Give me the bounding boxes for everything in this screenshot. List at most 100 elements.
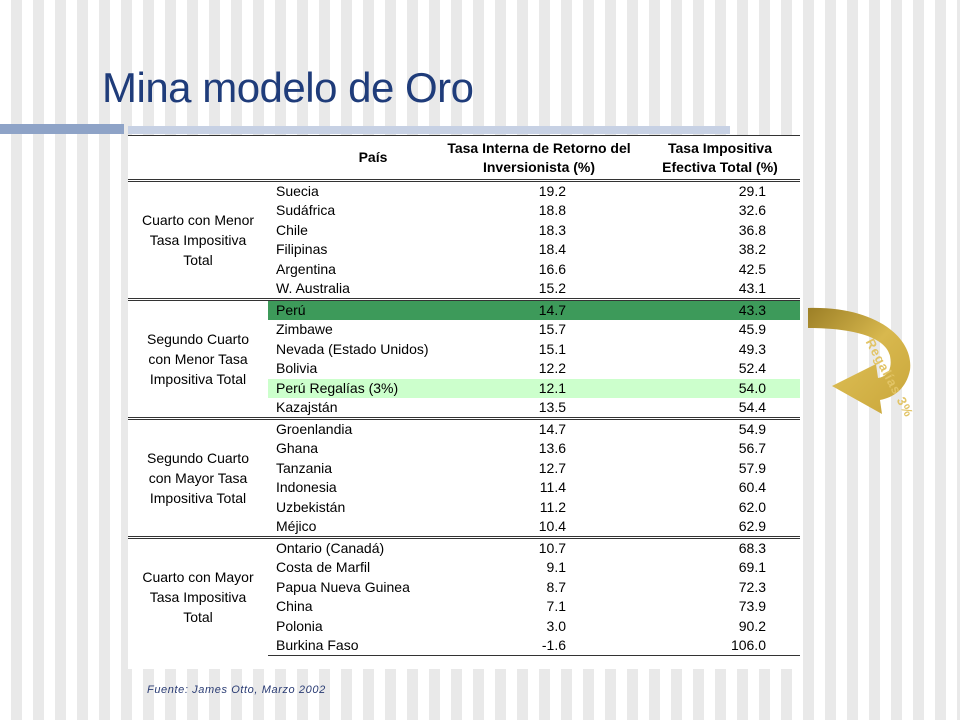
group-label-line: Impositiva Total — [149, 490, 247, 506]
tax-cell: 68.3 — [640, 536, 800, 558]
title-underline-left — [0, 124, 124, 134]
country-cell: Kazajstán — [276, 399, 338, 415]
tax-header-line2: Efectiva Total (%) — [662, 158, 778, 175]
group-label: Segundo Cuarto con Menor Tasa Impositiva… — [128, 298, 268, 419]
country-cell: Méjico — [276, 518, 317, 534]
irr-header-line2: Inversionista (%) — [482, 158, 596, 175]
table-row: W. Australia 15.2 43.1 — [128, 279, 800, 300]
country-cell: Papua Nueva Guinea — [276, 578, 410, 595]
group-label-line: Total — [183, 609, 213, 626]
group-label-line: Segundo Cuarto — [147, 331, 249, 347]
group-label: Segundo Cuarto con Mayor Tasa Impositiva… — [128, 417, 268, 538]
table-row: Kazajstán 13.5 54.4 — [128, 398, 800, 419]
country-cell: Costa de Marfil — [276, 559, 371, 576]
irr-cell: 16.6 — [538, 260, 566, 277]
tax-cell: 60.4 — [738, 479, 766, 496]
group-label-line: Tasa Impositiva — [149, 589, 247, 606]
table-row: Ghana 13.6 56.7 — [128, 439, 800, 459]
tax-cell: 90.2 — [738, 617, 766, 634]
table-row: Polonia 3.0 90.2 — [128, 617, 800, 637]
group-label-line: Segundo Cuarto — [147, 450, 249, 466]
tax-cell: 54.4 — [738, 399, 766, 415]
table-row: Costa de Marfil 9.1 69.1 — [128, 558, 800, 578]
tax-cell: 62.0 — [738, 498, 766, 515]
tax-cell: 32.6 — [738, 202, 766, 219]
tax-cell: 45.9 — [738, 321, 766, 338]
irr-cell: 18.3 — [538, 221, 566, 238]
tax-cell: 57.9 — [738, 459, 766, 476]
country-cell: Chile — [276, 221, 308, 238]
irr-cell: 18.4 — [538, 241, 566, 258]
tax-cell: 52.4 — [738, 360, 766, 377]
irr-cell: 11.4 — [539, 479, 566, 496]
irr-cell: 19.2 — [538, 183, 566, 199]
tax-cell: 43.1 — [738, 280, 766, 296]
group-label-line: Cuarto con Mayor — [142, 569, 254, 586]
source-note: Fuente: James Otto, Marzo 2002 — [147, 684, 326, 696]
table-row: Papua Nueva Guinea 8.7 72.3 — [128, 578, 800, 598]
tax-header: Tasa Impositiva Efectiva Total (%) — [640, 135, 800, 182]
country-cell: Indonesia — [276, 479, 337, 496]
tax-cell: 72.3 — [738, 578, 766, 595]
irr-cell: 12.7 — [538, 459, 566, 476]
group-label-line: con Mayor Tasa — [148, 470, 248, 486]
curved-arrow-icon — [808, 307, 911, 414]
group-label-line: Total — [183, 252, 213, 268]
table-row: Indonesia 11.4 60.4 — [128, 478, 800, 498]
irr-cell: 15.7 — [538, 321, 566, 338]
tax-comparison-table: País Tasa Interna de Retorno del Inversi… — [128, 135, 800, 669]
country-cell: Perú Regalías (3%) — [268, 378, 438, 398]
country-cell: Tanzania — [276, 459, 333, 476]
irr-cell: 3.0 — [546, 617, 566, 634]
table-row: Méjico 10.4 62.9 — [128, 517, 800, 538]
irr-cell: 13.6 — [538, 440, 566, 457]
table-row: Chile 18.3 36.8 — [128, 221, 800, 241]
country-cell: Sudáfrica — [276, 202, 336, 219]
country-cell: Ghana — [276, 440, 319, 457]
group-label-line: Tasa Impositiva — [149, 232, 247, 248]
table-row-highlight-peru: Segundo Cuarto con Menor Tasa Impositiva… — [128, 298, 800, 419]
group-label-line: Cuarto con Menor — [141, 212, 255, 228]
irr-cell: 7.1 — [546, 598, 566, 615]
irr-cell: 15.1 — [538, 340, 566, 357]
tax-cell: 54.9 — [640, 417, 800, 439]
tax-cell: 62.9 — [738, 518, 766, 534]
irr-cell: 8.7 — [546, 578, 566, 595]
country-cell: Filipinas — [276, 241, 328, 258]
group-label: Cuarto con Menor Tasa Impositiva Total — [128, 181, 268, 300]
table-row: Cuarto con Mayor Tasa Impositiva Total O… — [128, 536, 800, 656]
table-row: Filipinas 18.4 38.2 — [128, 240, 800, 260]
table-row: Cuarto con Menor Tasa Impositiva Total S… — [128, 181, 800, 268]
country-cell: W. Australia — [276, 280, 350, 296]
tax-cell: 38.2 — [738, 241, 766, 258]
tax-cell: 54.0 — [640, 378, 800, 398]
irr-header-line1: Tasa Interna de Retorno del — [447, 139, 631, 156]
title-underline-right — [128, 126, 730, 134]
country-cell: Uzbekistán — [276, 498, 346, 515]
country-cell: Zimbawe — [276, 321, 333, 338]
country-cell: Nevada (Estado Unidos) — [276, 340, 429, 357]
table-row: Sudáfrica 18.8 32.6 — [128, 201, 800, 221]
group-label-line: Impositiva Total — [149, 371, 247, 387]
irr-cell: 12.1 — [438, 378, 640, 398]
irr-header: Tasa Interna de Retorno del Inversionist… — [438, 135, 640, 182]
irr-cell: -1.6 — [438, 636, 640, 656]
irr-cell: 10.7 — [438, 536, 640, 558]
group-label-line: con Menor Tasa — [148, 351, 248, 367]
irr-cell: 18.8 — [538, 202, 566, 219]
tax-cell: 69.1 — [738, 559, 766, 576]
table-row: Tanzania 12.7 57.9 — [128, 459, 800, 479]
irr-cell: 14.7 — [438, 298, 640, 320]
table-header-row: País Tasa Interna de Retorno del Inversi… — [128, 135, 800, 182]
arrow-shape — [808, 307, 911, 414]
tax-cell: 29.1 — [738, 183, 766, 199]
tax-header-line1: Tasa Impositiva — [667, 139, 772, 156]
table-row: Segundo Cuarto con Mayor Tasa Impositiva… — [128, 417, 800, 538]
irr-cell: 9.1 — [546, 559, 566, 576]
country-cell: Polonia — [276, 617, 323, 634]
table-row: Burkina Faso -1.6 106.0 — [128, 636, 800, 656]
country-cell: Groenlandia — [268, 417, 438, 439]
tax-cell: 56.7 — [738, 440, 766, 457]
table-row: Bolivia 12.2 52.4 — [128, 359, 800, 379]
tax-cell: 43.3 — [640, 298, 800, 320]
